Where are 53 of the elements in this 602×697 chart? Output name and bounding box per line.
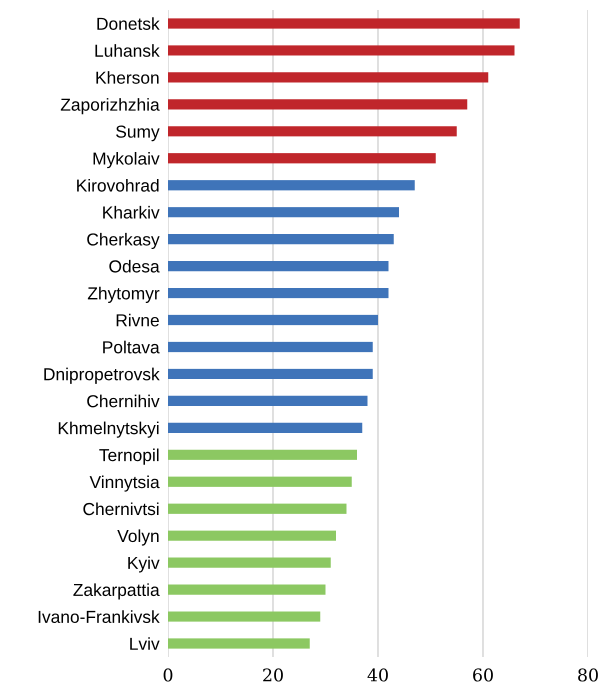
y-tick-label: Chernivtsi xyxy=(83,502,158,516)
y-tick-label: Donetsk xyxy=(97,17,160,30)
y-tick-label: Zhytomyr xyxy=(88,286,160,303)
y-tick-label: Lviv xyxy=(130,637,160,650)
bar xyxy=(168,18,520,29)
bar xyxy=(168,638,310,649)
bar xyxy=(168,260,388,272)
bar xyxy=(168,450,357,460)
y-tick-label: Poltava xyxy=(103,340,160,354)
bar xyxy=(168,368,373,380)
y-tick-label: Ternopil xyxy=(99,448,159,465)
y-tick-label: Vinnytsia xyxy=(90,475,160,492)
x-tick-label: 60 xyxy=(473,668,493,682)
bar xyxy=(168,72,488,83)
y-tick-label: Odesa xyxy=(109,260,160,273)
x-tick-label: 20 xyxy=(263,668,283,682)
y-tick-label: Luhansk xyxy=(95,44,160,57)
bar xyxy=(168,45,514,56)
y-tick-label: Zaporizhzhia xyxy=(60,98,160,114)
bar xyxy=(168,530,336,541)
y-tick-label: Khmelnytskyi xyxy=(58,422,158,438)
bar xyxy=(168,207,399,218)
x-tick-label: 40 xyxy=(367,668,388,682)
bar xyxy=(168,584,326,595)
bar xyxy=(168,476,352,487)
bar xyxy=(168,180,415,190)
y-tick-label: Volyn xyxy=(117,529,159,546)
y-tick-label: Kyiv xyxy=(128,556,160,573)
bar xyxy=(168,234,394,244)
bar xyxy=(168,153,436,164)
y-tick-label: Cherkasy xyxy=(87,232,160,250)
y-tick-label: Chernihiv xyxy=(87,394,160,408)
x-tick-label: 80 xyxy=(578,668,598,682)
y-tick-label: Rivne xyxy=(116,314,159,326)
bar xyxy=(168,126,457,136)
x-tick-label: 0 xyxy=(164,668,172,682)
bar xyxy=(168,342,373,352)
y-tick-label: Ivano-Frankivsk xyxy=(38,610,160,624)
bar xyxy=(168,396,368,406)
bar xyxy=(168,611,320,622)
y-tick-label: Mykolaiv xyxy=(94,152,160,168)
y-tick-label: Kirovohrad xyxy=(77,178,159,192)
bar xyxy=(168,558,331,568)
y-tick-label: Zakarpattia xyxy=(73,583,160,600)
bar xyxy=(168,504,346,514)
bar xyxy=(168,288,388,298)
y-tick-label: Sumy xyxy=(116,125,160,142)
bar xyxy=(168,99,468,110)
bar xyxy=(168,314,378,326)
y-tick-label: Kherson xyxy=(96,71,159,84)
bar xyxy=(168,422,362,433)
y-tick-label: Kharkiv xyxy=(103,206,160,219)
y-tick-label: Dnipropetrovsk xyxy=(44,368,160,384)
